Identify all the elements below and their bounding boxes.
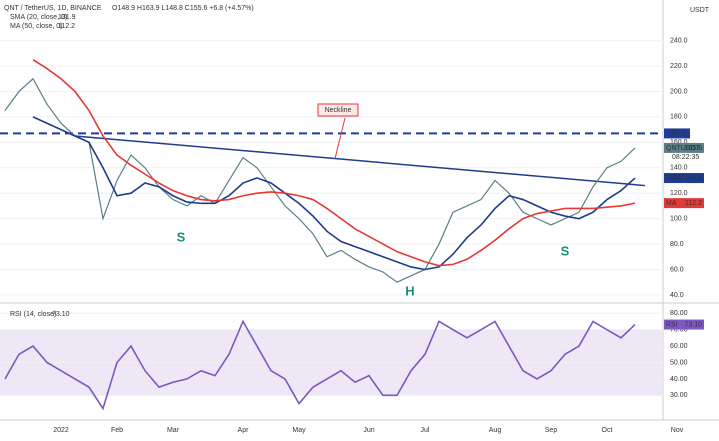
badge-name: QNTUSDT — [666, 145, 701, 152]
countdown: 08:22:35 — [672, 154, 699, 161]
badge-name: SMA — [666, 175, 682, 182]
y-tick-label: 40.0 — [670, 292, 684, 299]
series-line — [32, 116, 636, 271]
x-tick-label: Sep — [545, 427, 558, 434]
legend-value: 131.9 — [58, 14, 76, 21]
y-tick-label: 60.00 — [670, 343, 688, 350]
x-tick-label: Oct — [602, 427, 613, 434]
y-tick-label: 140.0 — [670, 165, 688, 172]
neckline-label: Neckline — [325, 107, 352, 114]
resistance-label: 167.0 — [668, 130, 686, 137]
y-tick-label: 160.0 — [670, 139, 688, 146]
legend-value: 112.2 — [58, 23, 75, 30]
badge-value: 73.10 — [684, 321, 702, 328]
series-line — [4, 319, 636, 411]
x-tick-label: Aug — [489, 427, 502, 434]
badge-value: 155.6 — [684, 145, 702, 152]
x-tick-label: Feb — [111, 427, 123, 434]
currency: USDT — [690, 7, 710, 14]
y-tick-label: 50.00 — [670, 359, 688, 366]
neckline — [74, 135, 646, 187]
x-tick-label: Jun — [363, 427, 374, 434]
y-tick-label: 180.0 — [670, 114, 688, 121]
y-tick-label: 100.0 — [670, 215, 688, 222]
legend-value: 73.10 — [52, 311, 70, 318]
last-value-badge — [664, 319, 704, 330]
y-tick-label: 200.0 — [670, 88, 688, 95]
series-line — [32, 59, 636, 267]
x-tick-label: Nov — [671, 427, 684, 434]
x-tick-label: May — [292, 427, 306, 434]
legend-name: RSI (14, close) — [10, 311, 56, 318]
symbol-title: QNT / TetherUS, 1D, BINANCE — [4, 5, 102, 12]
y-tick-label: 80.0 — [670, 241, 684, 248]
last-value-badge — [664, 142, 704, 153]
y-tick-label: 70.00 — [670, 326, 688, 333]
ohlc: O148.9 H163.9 L148.8 C155.6 +6.8 (+4.57%… — [112, 5, 254, 12]
pattern-label: S — [177, 229, 186, 244]
y-tick-label: 40.00 — [670, 376, 688, 383]
resistance-badge — [664, 128, 690, 139]
x-tick-label: Jul — [421, 427, 430, 434]
neckline-pointer — [334, 117, 346, 159]
legend-name: SMA (20, close, 0) — [10, 14, 67, 21]
x-tick-label: Apr — [238, 427, 250, 434]
x-tick-label: Mar — [167, 427, 180, 434]
badge-name: MA — [666, 200, 677, 207]
y-tick-label: 120.0 — [670, 190, 688, 197]
last-value-badge — [664, 173, 704, 184]
x-tick-label: 2022 — [53, 427, 69, 434]
y-tick-label: 220.0 — [670, 63, 688, 70]
y-tick-label: 80.00 — [670, 310, 688, 317]
pattern-label: S — [561, 243, 570, 258]
last-value-badge — [664, 198, 704, 209]
pattern-label: H — [405, 283, 414, 298]
legend-name: MA (50, close, 0) — [10, 23, 63, 30]
badge-name: RSI — [666, 321, 678, 328]
badge-value: 112.2 — [685, 200, 702, 207]
badge-value: 131.9 — [684, 175, 702, 182]
y-tick-label: 60.0 — [670, 266, 684, 273]
y-tick-label: 30.00 — [670, 392, 688, 399]
y-tick-label: 240.0 — [670, 37, 688, 44]
neckline-box — [317, 103, 359, 117]
